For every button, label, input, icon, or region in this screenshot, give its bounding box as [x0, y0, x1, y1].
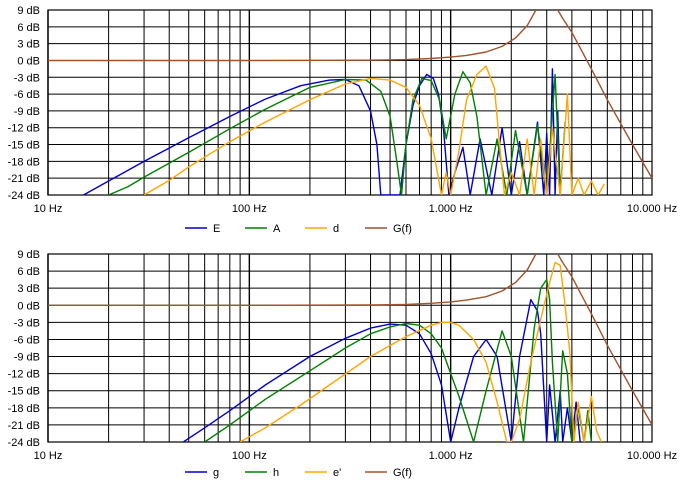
- y-tick-label: 9 dB: [17, 5, 40, 17]
- legend-label: h: [273, 467, 279, 479]
- y-tick-label: -18 dB: [8, 156, 40, 168]
- series-group: [48, 254, 652, 442]
- legend-label: g: [213, 467, 219, 479]
- y-tick-label: 9 dB: [17, 249, 40, 261]
- legend-label: G(f): [393, 467, 412, 479]
- y-tick-label: -12 dB: [8, 369, 40, 381]
- y-tick-label: -21 dB: [8, 420, 40, 432]
- y-tick-label: -3 dB: [14, 72, 40, 84]
- series-line-A: [108, 70, 566, 195]
- legend-label: d: [333, 223, 339, 235]
- y-tick-label: -24 dB: [8, 190, 40, 202]
- y-tick-label: 0 dB: [17, 300, 40, 312]
- series-line-d: [143, 65, 606, 195]
- x-tick-label: 10 Hz: [34, 203, 63, 215]
- y-tick-label: 0 dB: [17, 55, 40, 67]
- y-tick-label: 3 dB: [17, 39, 40, 51]
- y-tick-label: -6 dB: [14, 334, 40, 346]
- y-tick-label: -24 dB: [8, 437, 40, 449]
- y-tick-label: 6 dB: [17, 266, 40, 278]
- series-group: [48, 10, 652, 195]
- legend-label: G(f): [393, 223, 412, 235]
- series-line-h: [204, 278, 593, 442]
- x-tick-label: 10 Hz: [34, 450, 63, 462]
- series-line-E: [83, 68, 561, 195]
- y-tick-label: -15 dB: [8, 386, 40, 398]
- legend-label: E: [213, 223, 220, 235]
- series-line-e: [239, 261, 602, 442]
- plot-frame: [47, 253, 653, 443]
- y-tick-label: -15 dB: [8, 140, 40, 152]
- y-tick-label: 6 dB: [17, 22, 40, 34]
- chart-panel-2: 9 dB 6 dB 3 dB 0 dB -3 dB -6 dB -9 dB -12 dB -15…: [8, 249, 678, 479]
- y-tick-label: -9 dB: [14, 352, 40, 364]
- y-tick-label: -3 dB: [14, 317, 40, 329]
- x-tick-label: 100 Hz: [232, 450, 267, 462]
- y-tick-label: -21 dB: [8, 173, 40, 185]
- chart-panel-1: 9 dB 6 dB 3 dB 0 dB -3 dB -6 dB -9 dB -12 dB -15…: [8, 5, 678, 235]
- y-tick-label: -6 dB: [14, 89, 40, 101]
- x-tick-label: 1.000 Hz: [429, 450, 473, 462]
- x-tick-label: 1.000 Hz: [429, 203, 473, 215]
- x-tick-label: 10.000 Hz: [627, 450, 677, 462]
- y-tick-label: -12 dB: [8, 123, 40, 135]
- x-tick-label: 10.000 Hz: [627, 203, 677, 215]
- legend-label: A: [273, 223, 281, 235]
- x-tick-label: 100 Hz: [232, 203, 267, 215]
- series-line-Gf: [48, 254, 652, 426]
- plot-frame: [47, 9, 653, 196]
- y-tick-label: 3 dB: [17, 283, 40, 295]
- y-tick-label: -18 dB: [8, 403, 40, 415]
- y-tick-label: -9 dB: [14, 106, 40, 118]
- series-line-Gf: [48, 10, 652, 179]
- legend-label: e': [333, 467, 341, 479]
